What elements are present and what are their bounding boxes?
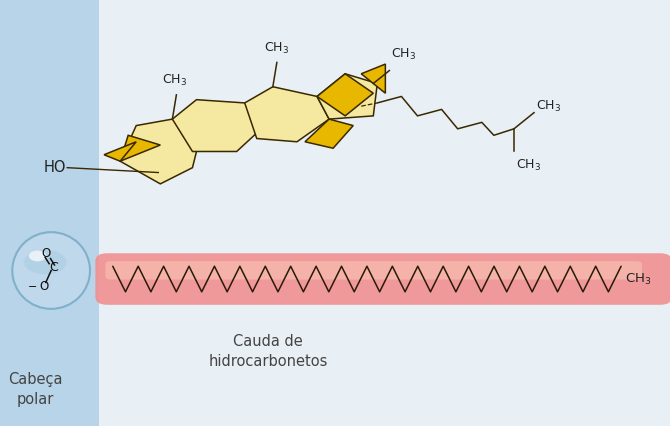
Text: CH$_3$: CH$_3$	[516, 158, 541, 173]
Text: −: −	[27, 282, 37, 292]
FancyBboxPatch shape	[0, 0, 99, 426]
Text: C: C	[49, 261, 58, 273]
Text: O: O	[40, 280, 49, 293]
Polygon shape	[245, 87, 329, 142]
Polygon shape	[305, 119, 353, 148]
Polygon shape	[317, 74, 377, 119]
FancyBboxPatch shape	[95, 253, 670, 305]
Ellipse shape	[29, 250, 46, 261]
Ellipse shape	[12, 232, 90, 309]
Polygon shape	[361, 64, 385, 93]
Polygon shape	[317, 74, 373, 116]
Text: CH$_3$: CH$_3$	[264, 41, 289, 56]
Text: CH$_3$: CH$_3$	[162, 73, 187, 88]
Ellipse shape	[24, 250, 67, 274]
Text: Cabeça
polar: Cabeça polar	[8, 372, 62, 407]
Polygon shape	[104, 142, 136, 161]
Polygon shape	[172, 100, 265, 152]
Text: CH$_3$: CH$_3$	[536, 98, 561, 114]
Text: HO: HO	[44, 160, 66, 175]
Text: CH$_3$: CH$_3$	[625, 271, 652, 287]
Text: Cauda de
hidrocarbonetos: Cauda de hidrocarbonetos	[208, 334, 328, 369]
Polygon shape	[120, 119, 200, 184]
Text: CH$_3$: CH$_3$	[391, 47, 417, 63]
Polygon shape	[120, 135, 160, 161]
FancyBboxPatch shape	[99, 0, 670, 426]
Text: O: O	[41, 247, 50, 260]
FancyBboxPatch shape	[105, 261, 642, 279]
